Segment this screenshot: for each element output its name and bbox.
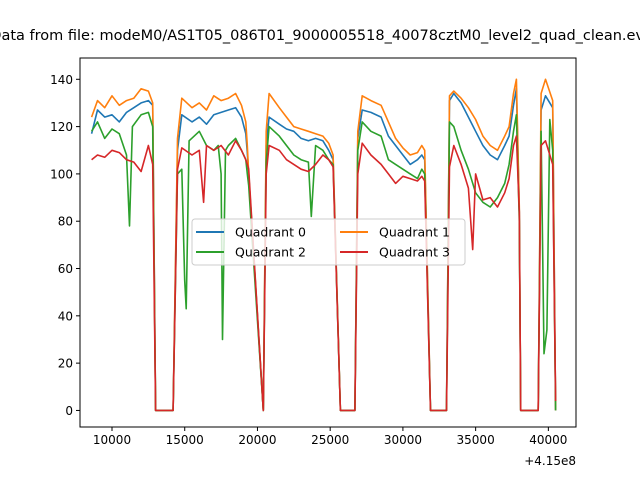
x-tick-label: 20000 <box>238 433 276 447</box>
x-tick-label: 40000 <box>529 433 567 447</box>
y-tick-label: 40 <box>58 309 73 323</box>
y-tick-label: 80 <box>58 215 73 229</box>
chart-title: Data from file: modeM0/AS1T05_086T01_900… <box>0 28 640 44</box>
x-tick-label: 30000 <box>384 433 422 447</box>
x-axis: 10000 15000 20000 25000 30000 35000 40000 <box>93 427 567 447</box>
series-line-quadrant-3 <box>91 135 557 412</box>
legend-box <box>191 218 466 266</box>
x-tick-label: 10000 <box>93 433 131 447</box>
series-layer <box>90 78 557 412</box>
x-axis-offset-label: +4.15e8 <box>524 454 576 468</box>
legend-label-quadrant-0: Quadrant 0 <box>235 225 306 240</box>
y-axis: 0 20 40 60 80 100 120 140 <box>50 73 80 418</box>
y-tick-label: 0 <box>65 404 73 418</box>
y-tick-label: 120 <box>50 120 73 134</box>
x-tick-label: 35000 <box>457 433 495 447</box>
legend-label-quadrant-2: Quadrant 2 <box>235 245 306 260</box>
y-tick-label: 100 <box>50 167 73 181</box>
x-tick-label: 25000 <box>311 433 349 447</box>
y-tick-label: 140 <box>50 73 73 87</box>
y-tick-label: 20 <box>58 357 73 371</box>
y-tick-label: 60 <box>58 262 73 276</box>
plot-area-frame <box>79 57 577 428</box>
legend-label-quadrant-1: Quadrant 1 <box>379 225 450 240</box>
legend: Quadrant 0 Quadrant 1 Quadrant 2 Quadrant 3 <box>191 218 466 266</box>
x-tick-label: 15000 <box>166 433 204 447</box>
legend-label-quadrant-3: Quadrant 3 <box>379 245 450 260</box>
